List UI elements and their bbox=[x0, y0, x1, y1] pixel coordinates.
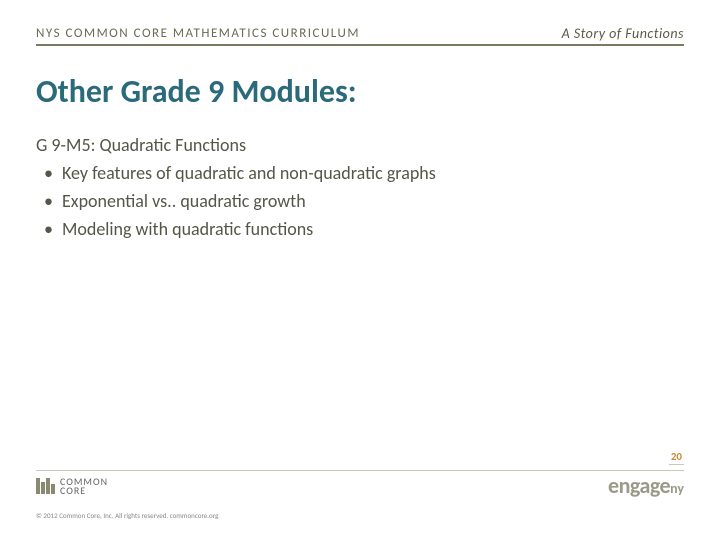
slide: NYS COMMON CORE MATHEMATICS CURRICULUM A… bbox=[0, 0, 720, 540]
header-right: A Story of Functions bbox=[562, 25, 684, 42]
engage-ny: ny bbox=[670, 480, 684, 497]
module-head: G 9-M5: Quadratic Functions bbox=[36, 132, 684, 158]
page-number: 20 bbox=[669, 450, 684, 465]
bullet-list: Key features of quadratic and non-quadra… bbox=[36, 160, 684, 242]
footer-bar: COMMON CORE engageny bbox=[36, 470, 684, 500]
list-item: Key features of quadratic and non-quadra… bbox=[36, 160, 684, 186]
list-item: Exponential vs.. quadratic growth bbox=[36, 188, 684, 214]
body-content: G 9-M5: Quadratic Functions Key features… bbox=[36, 132, 684, 244]
page-title: Other Grade 9 Modules: bbox=[36, 72, 357, 111]
logo-line2: CORE bbox=[60, 486, 108, 495]
engage-text: engage bbox=[608, 472, 670, 499]
logo-bars-icon bbox=[36, 478, 55, 494]
list-item: Modeling with quadratic functions bbox=[36, 216, 684, 242]
common-core-logo: COMMON CORE bbox=[36, 477, 108, 495]
header-left: NYS COMMON CORE MATHEMATICS CURRICULUM bbox=[36, 26, 360, 41]
header-bar: NYS COMMON CORE MATHEMATICS CURRICULUM A… bbox=[36, 22, 684, 46]
copyright-text: © 2012 Common Core, Inc. All rights rese… bbox=[36, 511, 218, 520]
logo-text: COMMON CORE bbox=[60, 477, 108, 495]
engage-ny-logo: engageny bbox=[608, 472, 684, 499]
